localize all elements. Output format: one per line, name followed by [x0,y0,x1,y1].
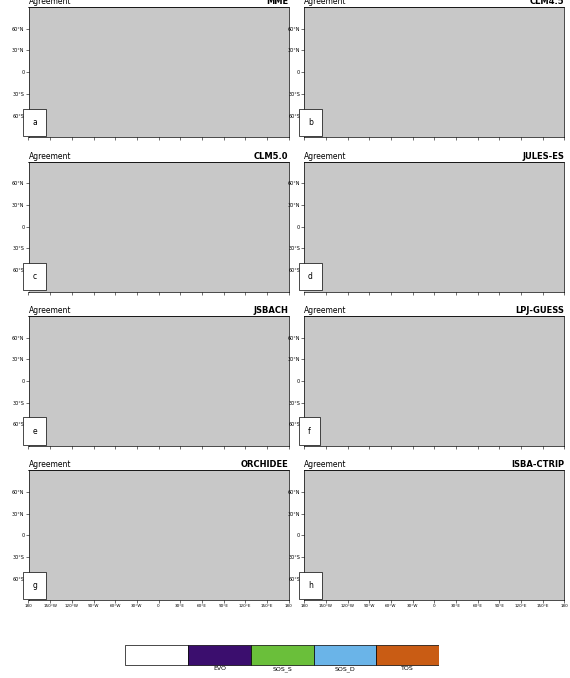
Text: Agreement: Agreement [304,152,347,161]
Bar [376,645,439,665]
Bar [125,645,188,665]
Text: Agreement: Agreement [304,0,347,6]
Text: EVO: EVO [213,666,226,671]
Text: g: g [32,581,37,590]
Text: ORCHIDEE: ORCHIDEE [241,460,288,469]
Polygon shape [28,578,288,600]
Bar [314,645,376,665]
Text: CLM4.5: CLM4.5 [530,0,564,6]
Polygon shape [28,270,288,292]
Text: h: h [308,581,313,590]
Text: TOS: TOS [401,666,414,671]
Text: Agreement: Agreement [304,306,347,315]
Polygon shape [304,424,564,446]
Polygon shape [304,270,564,292]
Text: b: b [308,118,313,127]
Polygon shape [28,115,288,137]
Text: a: a [32,118,37,127]
Text: Agreement: Agreement [304,460,347,469]
Bar [188,645,251,665]
Text: MME: MME [266,0,288,6]
Text: CLM5.0: CLM5.0 [254,152,288,161]
Text: c: c [32,272,36,281]
Polygon shape [304,115,564,137]
Text: LPJ-GUESS: LPJ-GUESS [515,306,564,315]
Polygon shape [304,578,564,600]
Text: JSBACH: JSBACH [254,306,288,315]
Text: Agreement: Agreement [28,460,71,469]
Text: e: e [32,426,37,435]
Bar [251,645,314,665]
Text: Agreement: Agreement [28,306,71,315]
Text: d: d [308,272,313,281]
Text: JULES-ES: JULES-ES [523,152,564,161]
Text: Agreement: Agreement [28,152,71,161]
Text: f: f [308,426,311,435]
Polygon shape [28,424,288,446]
Text: ISBA-CTRIP: ISBA-CTRIP [511,460,564,469]
Text: SOS_S: SOS_S [272,666,292,672]
Text: SOS_D: SOS_D [335,666,355,672]
Text: Agreement: Agreement [28,0,71,6]
